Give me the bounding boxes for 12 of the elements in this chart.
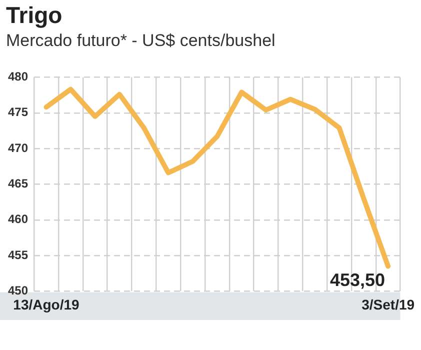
- y-tick-label: 465: [8, 176, 28, 191]
- y-tick-label: 475: [8, 105, 28, 120]
- y-tick-label: 470: [8, 140, 28, 155]
- chart-subtitle: Mercado futuro* - US$ cents/bushel: [6, 31, 276, 51]
- x-tick-label: 13/Ago/19: [13, 296, 80, 312]
- x-tick-label: 3/Set/19: [362, 296, 415, 312]
- chart-title: Trigo: [6, 2, 62, 29]
- y-tick-label: 450: [8, 284, 28, 298]
- data-label: 453,50: [330, 270, 386, 290]
- y-tick-label: 460: [8, 212, 28, 226]
- y-tick-label: 455: [8, 248, 28, 262]
- y-tick-label: 480: [8, 70, 28, 84]
